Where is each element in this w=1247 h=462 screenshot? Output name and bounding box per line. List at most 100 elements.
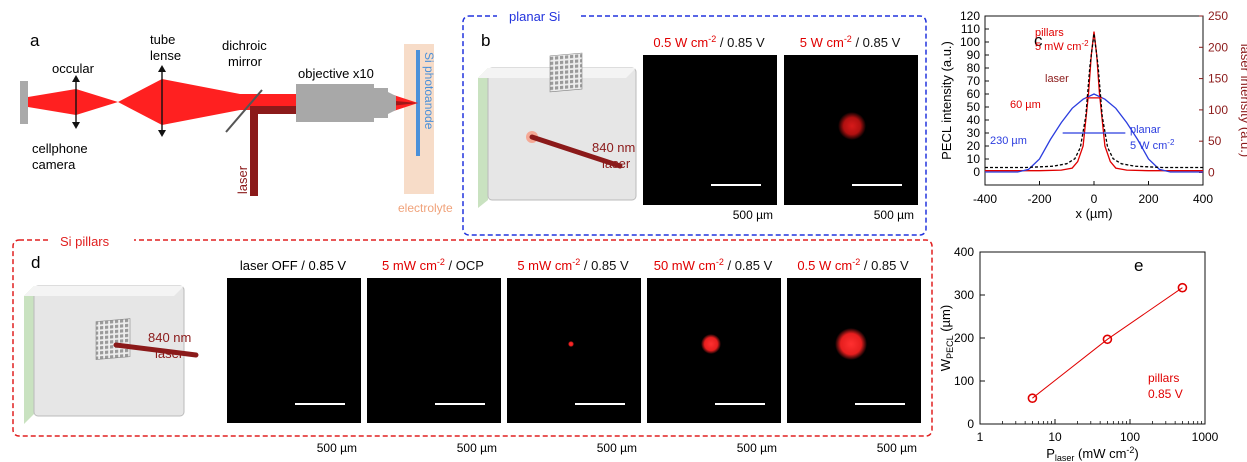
objective-body — [296, 84, 374, 122]
pillars-image-3-spot — [568, 341, 574, 347]
chart-e-point-2 — [1177, 282, 1188, 293]
laser-horizontal — [250, 106, 305, 114]
dichroic-label-2: mirror — [228, 54, 263, 69]
planar-frame — [462, 15, 927, 236]
pillars-image-1: laser OFF / 0.85 V 500 µm — [227, 258, 361, 455]
pillars-image-1-frame — [227, 278, 361, 423]
chart-e-ytick-label: 300 — [954, 288, 974, 302]
chart-c-annotation-4-text: 230 µm — [990, 135, 1027, 147]
chart-e-xlabel-part-1: laser — [1055, 453, 1075, 462]
panel-d: Si pillars d 840 nm laser — [12, 232, 933, 437]
chart-c-series-2 — [985, 33, 1203, 169]
laser-d-2: laser — [155, 346, 184, 361]
chart-c-ytick-left-label: 70 — [967, 74, 981, 88]
planar-image-1-scale-label: 500 µm — [733, 208, 773, 222]
camera-label-1: cellphone — [32, 141, 88, 156]
chart-c-annotation-4: 230 µm — [990, 135, 1027, 147]
chart-c-annotation-1-text: 5 mW cm — [1035, 41, 1081, 53]
chart-c-xlabel: x (µm) — [1075, 206, 1112, 221]
chart-c-series-0 — [985, 31, 1203, 172]
panel-b-letter: b — [481, 31, 490, 50]
chart-c-ylabel-right: laser intensity (a.u.) — [1238, 44, 1247, 157]
planar-image-1: 0.5 W cm-2 / 0.85 V 500 µm — [643, 34, 777, 222]
chart-c-annotation-3-text: 60 µm — [1010, 99, 1041, 111]
chart-e-xtick-label: 100 — [1120, 430, 1140, 444]
chart-e-fit-line — [1032, 287, 1183, 399]
laser-rod-b — [529, 134, 623, 169]
pillars-image-4-condition-bias: / 0.85 V — [724, 258, 773, 273]
planar-image-1-condition: 0.5 W cm-2 / 0.85 V — [653, 34, 765, 50]
panel-d-letter: d — [31, 253, 40, 272]
sample-d-grid — [95, 318, 131, 360]
pillars-image-1-scale-label: 500 µm — [317, 441, 357, 455]
chart-c-annotation-6: 5 W cm-2 — [1130, 138, 1175, 152]
chart-c-annotation-5-text: planar — [1130, 124, 1161, 136]
planar-image-2-scale-label: 500 µm — [874, 208, 914, 222]
panel-b: planar Si b 840 nm laser — [462, 7, 927, 236]
chart-e-legend-1: pillars — [1148, 371, 1179, 385]
pillars-image-5-condition: 0.5 W cm-2 / 0.85 V — [797, 257, 909, 273]
chart-e-ylabel: WPECL (µm) — [938, 305, 955, 371]
beam-1 — [28, 89, 118, 115]
pillars-image-5-condition-power: 0.5 W cm — [797, 258, 852, 273]
chart-e-xlabel-part-4: ) — [1134, 446, 1138, 461]
pillars-frame-title: Si pillars — [60, 234, 110, 249]
tube-label-2: lense — [150, 48, 181, 63]
chart-c-ytick-left-label: 80 — [967, 61, 981, 75]
pillars-image-3: 5 mW cm-2 / 0.85 V 500 µm — [507, 257, 641, 455]
chart-c-xtick-label: -200 — [1027, 192, 1051, 206]
planar-image-2-condition-sup: -2 — [844, 34, 852, 44]
pillars-image-5-spot — [835, 328, 867, 360]
laser-b-2: laser — [602, 156, 631, 171]
chart-c-annotation-3: 60 µm — [1010, 99, 1041, 111]
occular-label: occular — [52, 61, 95, 76]
objective-label: objective x10 — [298, 66, 374, 81]
chart-c-annotation-6-text: 5 W cm — [1130, 140, 1167, 152]
chart-c-ytick-right-label: 0 — [1208, 165, 1215, 179]
planar-image-2-condition-power: 5 W cm — [800, 35, 844, 50]
chart-e-ytick-label: 200 — [954, 331, 974, 345]
pillars-image-2: 5 mW cm-2 / OCP 500 µm — [367, 257, 501, 455]
laser-rod-d — [113, 342, 199, 358]
dichroic-mirror — [225, 89, 263, 133]
chart-e-xtick-label: 1000 — [1192, 430, 1219, 444]
planar-image-2-condition-bias: / 0.85 V — [852, 35, 901, 50]
chart-e-ytick-label: 400 — [954, 245, 974, 259]
tube-arrow-top — [158, 65, 166, 72]
occular-arrow-top — [72, 75, 80, 82]
occular-arrow-bottom — [72, 122, 80, 129]
chart-c-ytick-right-label: 200 — [1208, 40, 1228, 54]
planar-image-1-condition-power: 0.5 W cm — [653, 35, 708, 50]
chart-e-xlabel-part-2: (mW cm — [1074, 446, 1126, 461]
camera-label-2: camera — [32, 157, 76, 172]
pillars-image-2-scale-label: 500 µm — [457, 441, 497, 455]
chart-c-annotation-0-text: pillars — [1035, 27, 1064, 39]
planar-image-1-condition-bias: / 0.85 V — [716, 35, 765, 50]
panel-e-letter: e — [1134, 256, 1143, 275]
chart-e-ylabel-part-2: (µm) — [938, 305, 953, 336]
chart-c-annotation-1: 5 mW cm-2 — [1035, 39, 1089, 53]
pillars-image-1-condition: laser OFF / 0.85 V — [240, 258, 347, 273]
chart-c-ytick-left-label: 120 — [960, 9, 980, 23]
panel-a: a Si photoanode electrolyte cellphone ca… — [20, 31, 453, 215]
pillars-image-2-condition: 5 mW cm-2 / OCP — [382, 257, 484, 273]
planar-image-2-spot — [838, 112, 866, 140]
chart-c-ytick-left-label: 30 — [967, 126, 981, 140]
sample-b-side — [478, 68, 488, 208]
chart-c-annotation-6-sup: -2 — [1167, 138, 1175, 147]
panel-a-letter: a — [30, 31, 40, 50]
pillars-image-4-condition-sup: -2 — [716, 257, 724, 267]
chart-c-ytick-right-label: 250 — [1208, 9, 1228, 23]
chart-c-ytick-left-label: 110 — [961, 22, 980, 36]
chart-e-ylabel-part-0: W — [938, 358, 953, 371]
chart-e-legend-2: 0.85 V — [1148, 387, 1183, 401]
chart-e-xlabel: Plaser (mW cm-2) — [1046, 445, 1139, 462]
beam-2 — [118, 79, 240, 125]
pillars-title-bg — [50, 232, 134, 250]
chart-e-ylabel-part-1: PECL — [945, 335, 955, 359]
pillars-image-4: 50 mW cm-2 / 0.85 V 500 µm — [647, 257, 781, 455]
tube-label-1: tube — [150, 32, 175, 47]
chart-c-annotation-2: laser — [1045, 73, 1069, 85]
